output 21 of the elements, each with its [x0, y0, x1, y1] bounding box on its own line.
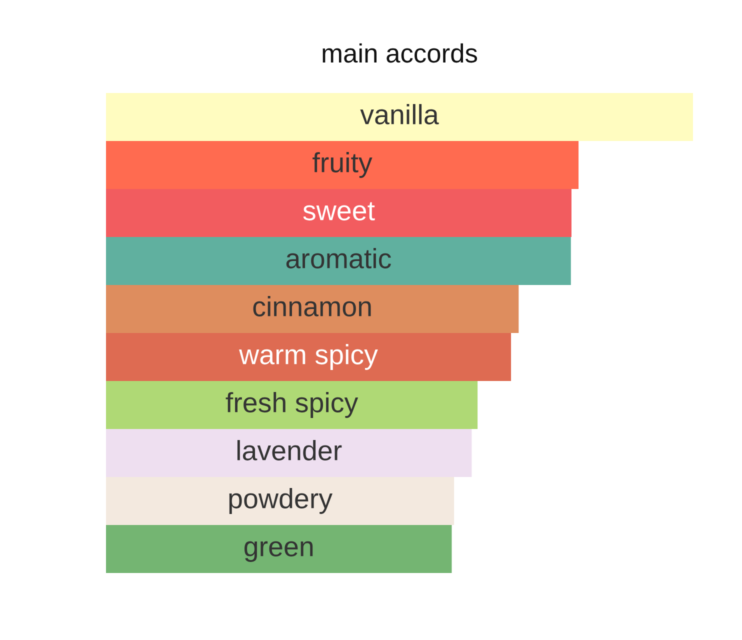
y-tick-label: fruity [312, 152, 372, 178]
chart-title: main accords [322, 43, 478, 63]
bar [106, 477, 454, 525]
bar [106, 141, 579, 189]
y-tick-label: fresh spicy [226, 392, 358, 418]
bar [106, 237, 571, 285]
y-tick-label: cinnamon [253, 296, 371, 316]
y-tick-label: aromatic [286, 248, 391, 268]
y-tick-label: green [244, 541, 313, 562]
y-tick-label: vanilla [360, 104, 439, 124]
bar [106, 93, 693, 141]
bar [106, 429, 472, 477]
bar [106, 525, 452, 573]
bar [106, 381, 478, 429]
bar [106, 333, 512, 381]
bar [106, 285, 519, 333]
y-tick-label: lavender [237, 440, 342, 460]
y-tick-label: powdery [229, 488, 332, 514]
y-tick-label: warm spicy [239, 344, 378, 370]
bar [106, 189, 572, 237]
y-tick-label: sweet [303, 202, 375, 220]
